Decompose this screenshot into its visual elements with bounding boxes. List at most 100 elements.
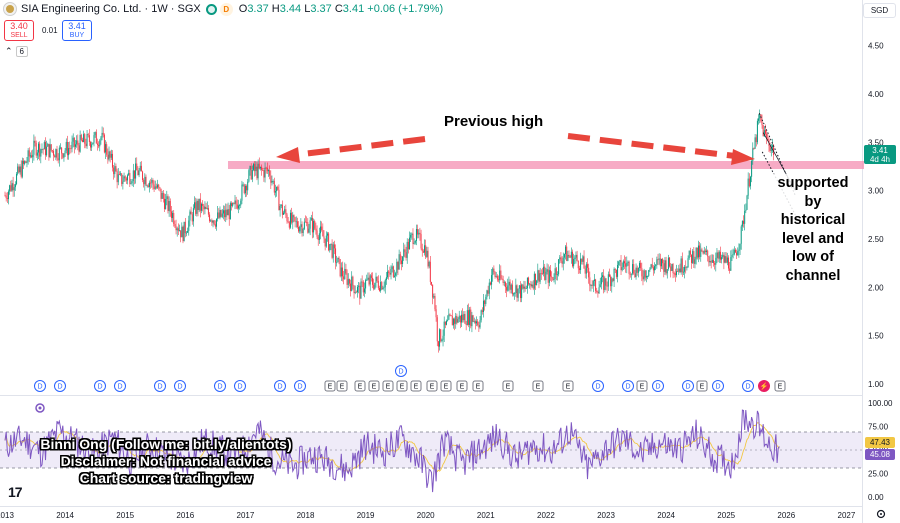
symbol-title[interactable]: SIA Engineering Co. Ltd. · 1W · SGX (21, 3, 201, 15)
candle-body (620, 260, 622, 271)
candle-body (422, 251, 424, 253)
earnings-event-icon[interactable] (532, 380, 544, 392)
candle-body (655, 264, 657, 267)
candle-body (191, 214, 193, 222)
dividend-event-icon[interactable] (94, 380, 106, 392)
candle-body (159, 187, 161, 189)
candle-body (724, 256, 726, 263)
time-axis[interactable]: 2013 2014 2015 2016 2017 2018 2019 2020 2021 2022… (0, 511, 856, 520)
dividend-event-icon[interactable] (652, 380, 664, 392)
earnings-event-icon[interactable] (396, 380, 408, 392)
earnings-event-icon[interactable] (562, 380, 574, 392)
candle-body (21, 160, 23, 177)
dividend-event-icon[interactable] (34, 380, 46, 392)
candle-body (442, 335, 444, 340)
candle-body (9, 185, 11, 192)
candle-body (198, 198, 200, 211)
earnings-event-icon[interactable] (410, 380, 422, 392)
candle-body (459, 315, 461, 323)
candle-body (603, 275, 605, 290)
candle-body (378, 288, 380, 291)
dividend-event-icon[interactable] (154, 380, 166, 392)
earnings-event-icon[interactable] (324, 380, 336, 392)
dividend-event-icon[interactable] (682, 380, 694, 392)
candle-body (292, 215, 294, 223)
event-markers[interactable]: D D D D D D D D D D E E E E E E E E E E E E E E D D E D D E D D ⚡ ED (34, 365, 786, 392)
candle-body (412, 233, 414, 244)
candle-body (367, 277, 369, 280)
earnings-event-icon[interactable] (696, 380, 708, 392)
spread-value: 0.01 (42, 26, 58, 35)
candle-body (350, 283, 352, 291)
candle-body (381, 282, 383, 290)
previous-high-band[interactable] (228, 161, 864, 169)
candle-body (366, 279, 368, 281)
event-marker-label: E (460, 384, 465, 391)
candle-body (329, 244, 331, 251)
dividend-event-icon[interactable] (622, 380, 634, 392)
candle-body (563, 254, 565, 258)
dividend-event-icon[interactable] (712, 380, 724, 392)
previous-high-label[interactable]: Previous high (444, 113, 544, 130)
candle-body (597, 291, 599, 294)
dividend-event-icon[interactable] (54, 380, 66, 392)
dividend-event-icon[interactable] (174, 380, 186, 392)
candle-body (614, 268, 616, 270)
candle-body (340, 267, 342, 277)
earnings-event-icon[interactable] (426, 380, 438, 392)
tradingview-logo-icon[interactable]: 17 (8, 484, 23, 500)
indicators-toggle[interactable]: ⌃ 6 (5, 46, 28, 57)
dividend-event-icon[interactable] (214, 380, 226, 392)
dividend-event-icon[interactable] (395, 365, 407, 377)
earnings-event-icon[interactable] (456, 380, 468, 392)
earnings-event-icon[interactable] (472, 380, 484, 392)
candle-body (26, 161, 28, 163)
dividend-event-icon[interactable] (592, 380, 604, 392)
candle-body (4, 195, 6, 197)
support-annotation[interactable]: supported by historical level and low of… (768, 174, 858, 285)
earnings-event-icon[interactable] (636, 380, 648, 392)
candle-body (702, 250, 704, 254)
candle-body (183, 221, 185, 242)
candle-body (435, 309, 437, 318)
earnings-event-icon[interactable] (382, 380, 394, 392)
candle-body (617, 264, 619, 277)
dividend-event-icon[interactable] (294, 380, 306, 392)
earnings-event-icon[interactable] (774, 380, 786, 392)
dividend-event-icon[interactable] (758, 380, 770, 392)
candle-body (93, 135, 95, 143)
candle-body (10, 185, 12, 191)
candle-body (700, 249, 702, 257)
rsi-settings-icon[interactable] (35, 403, 45, 413)
candle-body (714, 263, 716, 265)
candle-body (370, 275, 372, 278)
sell-button[interactable]: 3.40 SELL (4, 20, 34, 41)
time-tick-label: 2018 (297, 511, 315, 520)
candle-body (111, 153, 113, 168)
earnings-event-icon[interactable] (368, 380, 380, 392)
earnings-event-icon[interactable] (354, 380, 366, 392)
candle-body (83, 134, 85, 143)
buy-button[interactable]: 3.41 BUY (62, 20, 92, 41)
currency-selector[interactable]: SGD (863, 3, 896, 18)
earnings-event-icon[interactable] (440, 380, 452, 392)
candle-body (376, 276, 378, 281)
dividend-event-icon[interactable] (234, 380, 246, 392)
candle-body (622, 261, 624, 268)
dividend-event-icon[interactable] (274, 380, 286, 392)
dividend-event-icon[interactable] (114, 380, 126, 392)
candle-body (140, 165, 142, 172)
candle-body (263, 170, 265, 178)
candle-body (627, 261, 629, 263)
dividend-event-icon[interactable] (742, 380, 754, 392)
axis-settings-icon[interactable] (876, 509, 886, 519)
candle-body (146, 185, 148, 187)
earnings-event-icon[interactable] (502, 380, 514, 392)
price-axis[interactable]: 4.50 4.00 3.50 3.00 2.50 2.00 1.50 1.00 (868, 42, 884, 389)
candle-body (351, 276, 353, 291)
candle-body (184, 221, 186, 234)
market-status-icon[interactable] (205, 3, 217, 15)
delayed-data-badge[interactable]: D (219, 2, 233, 16)
earnings-event-icon[interactable] (336, 380, 348, 392)
